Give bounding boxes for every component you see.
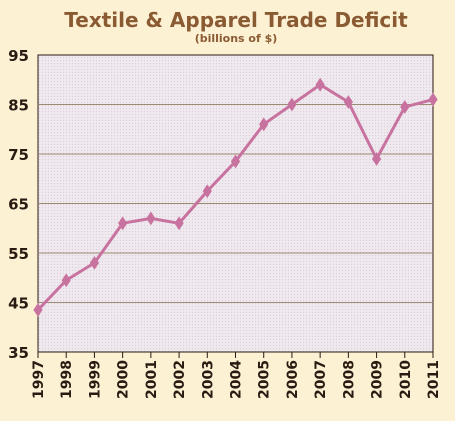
y-axis-ticks: 35 45 55 65 75 85 95: [8, 47, 29, 362]
x-tick-label: 2000: [116, 360, 132, 399]
data-point: [371, 152, 382, 166]
x-tick-label: 2002: [172, 360, 188, 399]
x-tick-label: 2001: [144, 360, 160, 399]
data-point: [259, 117, 269, 132]
x-tick-label: 2006: [285, 360, 301, 399]
data-point: [33, 303, 43, 317]
y-tick-label: 55: [8, 245, 29, 263]
chart-subtitle: (billions of $): [195, 32, 278, 45]
x-axis-ticks: 1997 1998 1999 2000 2001 2002 2003 2004 2005 2006…: [31, 352, 442, 399]
grid-lines: [38, 104, 433, 303]
x-tick-label: 2003: [200, 360, 216, 399]
x-tick-label: 1999: [87, 360, 103, 399]
data-point: [202, 184, 212, 199]
x-tick-label: 1997: [31, 360, 47, 399]
data-point: [146, 211, 156, 226]
data-point: [61, 273, 71, 288]
y-tick-label: 95: [8, 47, 29, 65]
data-point: [400, 100, 410, 114]
data-point: [174, 216, 184, 231]
x-tick-label: 2007: [313, 360, 329, 399]
x-tick-label: 1998: [59, 360, 75, 399]
series-markers: [33, 77, 438, 317]
y-tick-label: 65: [8, 196, 29, 214]
y-tick-label: 85: [8, 97, 29, 115]
data-point: [287, 97, 297, 112]
data-point: [230, 154, 241, 169]
data-point: [89, 255, 100, 270]
data-point: [343, 95, 353, 109]
chart-title: Textile & Apparel Trade Deficit: [64, 8, 408, 32]
y-tick-label: 35: [8, 344, 29, 362]
x-tick-label: 2010: [398, 360, 414, 399]
data-point: [315, 77, 325, 92]
x-tick-label: 2004: [229, 360, 245, 399]
data-point: [428, 92, 438, 107]
y-tick-label: 75: [8, 146, 29, 164]
x-tick-label: 2008: [341, 360, 357, 399]
x-tick-label: 2005: [257, 360, 273, 399]
data-point: [118, 216, 128, 231]
x-tick-label: 2011: [426, 360, 442, 399]
x-tick-label: 2009: [370, 360, 386, 399]
y-tick-label: 45: [8, 295, 29, 313]
